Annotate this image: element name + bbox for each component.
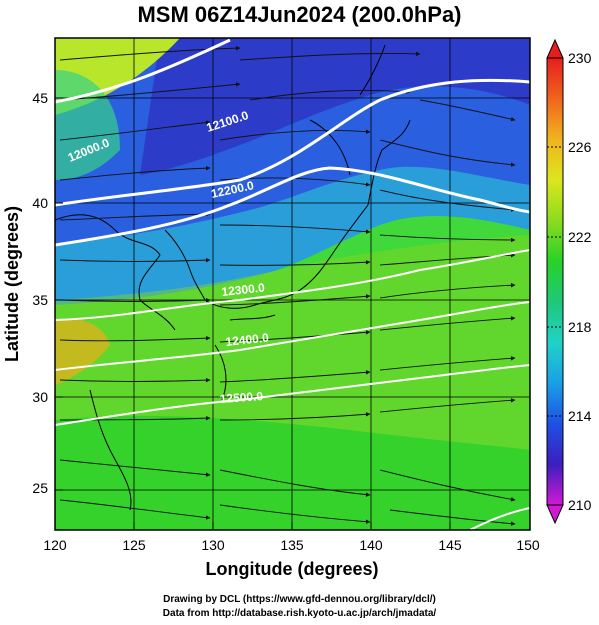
colorbar-tick-214: 214 xyxy=(568,408,592,424)
x-tick-150: 150 xyxy=(516,537,540,553)
y-tick-45: 45 xyxy=(32,90,48,106)
colorbar-body xyxy=(546,57,564,506)
x-axis-title: Longitude (degrees) xyxy=(205,559,378,579)
contour-label-12300: 12300.0 xyxy=(221,280,266,298)
x-tick-125: 125 xyxy=(122,537,146,553)
colorbar-max-arrow xyxy=(546,38,564,59)
y-tick-40: 40 xyxy=(32,195,48,211)
wind-streamlines xyxy=(59,45,516,526)
y-tick-35: 35 xyxy=(32,292,48,308)
axis-ticks xyxy=(54,97,531,530)
coastlines xyxy=(55,44,411,511)
credit-drawing: Drawing by DCL (https://www.gfd-dennou.o… xyxy=(163,594,436,605)
colorbar-tick-222: 222 xyxy=(568,229,592,245)
y-axis-title: Latitude (degrees) xyxy=(2,206,22,362)
credit-data: Data from http://database.rish.kyoto-u.a… xyxy=(162,608,437,619)
x-tick-120: 120 xyxy=(43,537,67,553)
colorbar-tick-226: 226 xyxy=(568,139,592,155)
y-tick-25: 25 xyxy=(32,480,48,496)
contour-label-12400: 12400.0 xyxy=(225,330,270,348)
x-tick-135: 135 xyxy=(280,537,304,553)
colorbar: 230 226 222 218 214 210 xyxy=(546,38,592,525)
colorbar-min-arrow xyxy=(546,504,564,525)
height-contours xyxy=(55,38,530,530)
colorbar-tick-230: 230 xyxy=(568,50,592,66)
y-tick-30: 30 xyxy=(32,389,48,405)
colorbar-tick-218: 218 xyxy=(568,319,592,335)
x-tick-130: 130 xyxy=(201,537,225,553)
x-tick-145: 145 xyxy=(438,537,462,553)
temperature-field: 12000.0 12100.0 12200.0 12300.0 12400.0 … xyxy=(55,38,530,530)
page-title: MSM 06Z14Jun2024 (200.0hPa) xyxy=(137,2,462,27)
contour-label-12500: 12500.0 xyxy=(219,389,264,406)
x-tick-140: 140 xyxy=(359,537,383,553)
colorbar-tick-210: 210 xyxy=(568,497,592,513)
